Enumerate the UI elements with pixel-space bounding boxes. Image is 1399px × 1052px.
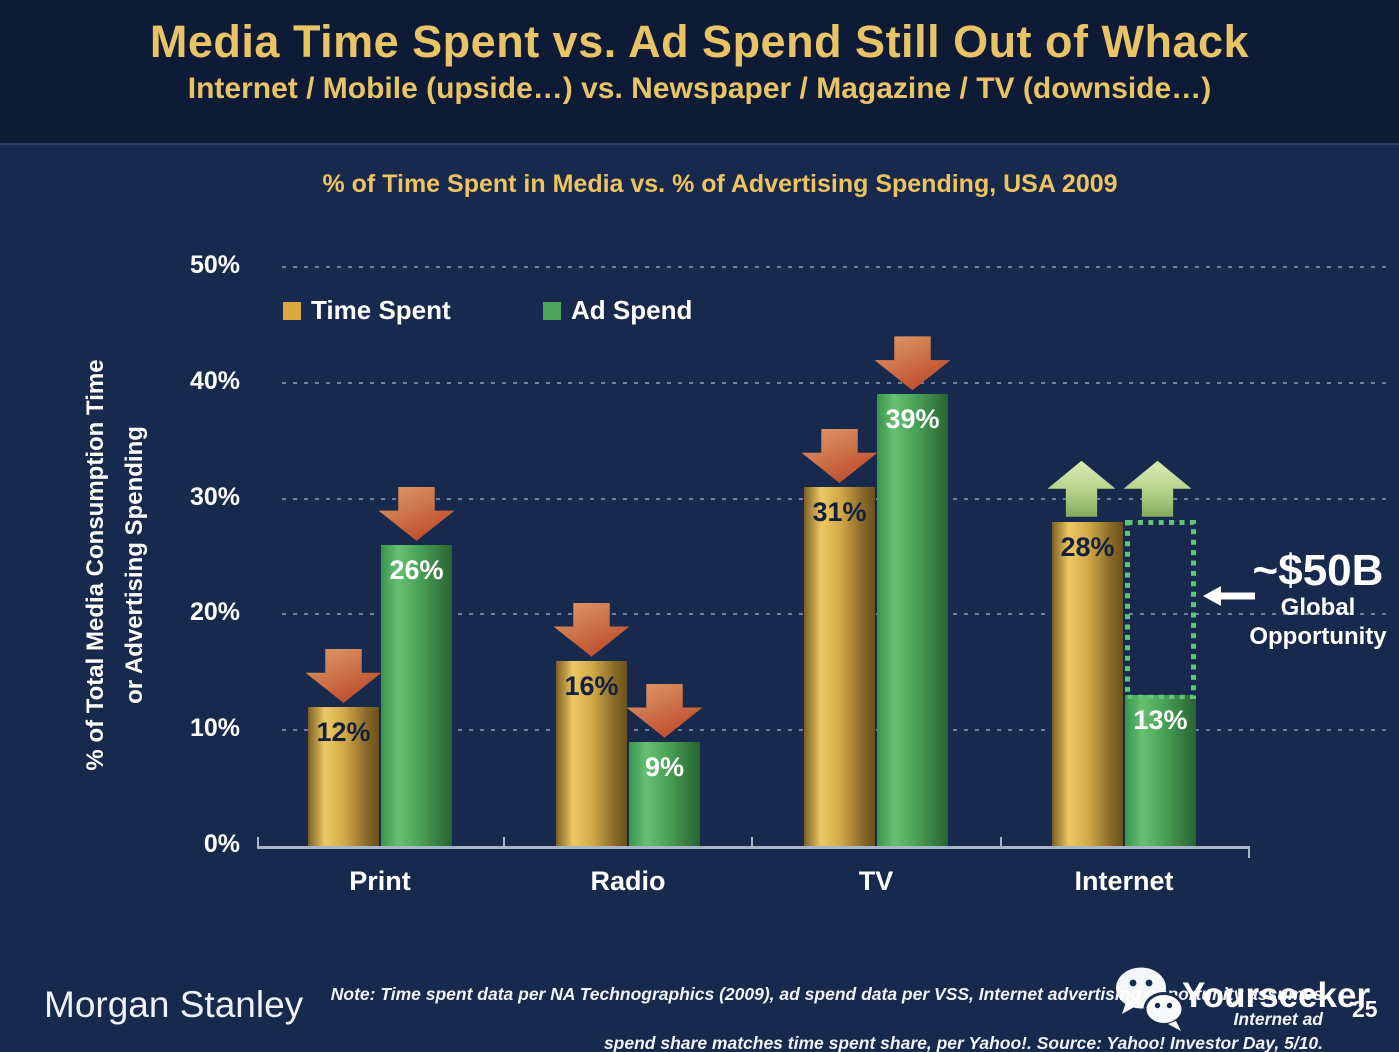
down-arrow-icon xyxy=(378,486,455,541)
bar-value-label: 26% xyxy=(389,554,444,585)
bar-print-time-spent: 12% xyxy=(308,707,379,848)
axis-tick xyxy=(1000,837,1002,846)
up-arrow-icon xyxy=(1123,460,1192,517)
source-note: Note: Time spent data per NA Technograph… xyxy=(323,982,1323,1052)
category-label-tv: TV xyxy=(858,866,894,896)
axis-tick xyxy=(1248,849,1250,858)
ad-spend-swatch-icon xyxy=(543,301,561,320)
wechat-icon xyxy=(1116,967,1185,1031)
bar-internet-ad-spend: 13% xyxy=(1125,695,1196,848)
opportunity-dotted-rect xyxy=(1125,519,1196,700)
bar-value-label: 16% xyxy=(564,670,619,701)
legend-item-ad-spend: Ad Spend xyxy=(543,295,692,326)
axis-tick xyxy=(751,837,753,846)
bar-value-label: 12% xyxy=(316,717,371,748)
bar-value-label: 28% xyxy=(1060,531,1115,562)
watermark-text: Yourseeker xyxy=(1182,976,1371,1015)
down-arrow-icon xyxy=(553,602,630,657)
y-tick-label-10: 10% xyxy=(189,714,240,743)
gridline-40 xyxy=(282,381,1392,384)
bar-radio-time-spent: 16% xyxy=(556,660,627,848)
bar-value-label: 39% xyxy=(885,404,940,435)
source-note-line2: spend share matches time spent share, pe… xyxy=(603,1033,1323,1052)
legend-label-time-spent: Time Spent xyxy=(311,295,451,325)
bar-print-ad-spend: 26% xyxy=(381,544,452,848)
y-tick-label-40: 40% xyxy=(189,366,240,395)
y-tick-label-20: 20% xyxy=(189,598,240,627)
watermark: Yourseeker xyxy=(1112,966,1370,1036)
x-axis-line xyxy=(257,846,1250,849)
bar-tv-ad-spend: 39% xyxy=(877,394,948,848)
bar-value-label: 13% xyxy=(1133,705,1188,736)
y-tick-label-50: 50% xyxy=(189,251,240,279)
gridline-50 xyxy=(282,266,1392,268)
category-label-internet: Internet xyxy=(1074,866,1174,896)
axis-tick xyxy=(257,837,259,846)
chart-title: % of Time Spent in Media vs. % of Advert… xyxy=(322,170,1118,198)
morgan-stanley-logo: Morgan Stanley xyxy=(44,984,304,1025)
time-spent-swatch-icon xyxy=(283,301,301,320)
legend-item-time-spent: Time Spent xyxy=(283,295,451,326)
slide-title: Media Time Spent vs. Ad Spend Still Out … xyxy=(149,16,1250,67)
bar-value-label: 31% xyxy=(812,497,867,528)
down-arrow-icon xyxy=(305,649,382,704)
source-note-line1: Note: Time spent data per NA Technograph… xyxy=(330,984,1323,1029)
y-axis-label-line1: % of Total Media Consumption Time xyxy=(82,359,109,771)
category-label-radio: Radio xyxy=(590,866,666,896)
down-arrow-icon xyxy=(801,429,878,484)
y-tick-label-0: 0% xyxy=(203,830,240,858)
bar-internet-time-spent: 28% xyxy=(1052,521,1123,848)
bar-value-label: 9% xyxy=(644,751,685,782)
opportunity-value: ~$50B xyxy=(1252,546,1384,595)
category-label-print: Print xyxy=(349,866,411,896)
y-tick-label-30: 30% xyxy=(189,482,240,511)
legend-label-ad-spend: Ad Spend xyxy=(571,295,693,325)
bar-tv-time-spent: 31% xyxy=(804,487,875,848)
up-arrow-icon xyxy=(1047,460,1116,517)
left-arrow-icon xyxy=(1203,586,1255,606)
slide-subtitle: Internet / Mobile (upside…) vs. Newspape… xyxy=(187,72,1212,105)
slide-header: Media Time Spent vs. Ad Spend Still Out … xyxy=(0,0,1399,145)
opportunity-label-line1: Global xyxy=(1280,594,1356,621)
axis-tick xyxy=(503,837,505,846)
bar-radio-ad-spend: 9% xyxy=(629,741,700,848)
page-number: 25 xyxy=(1352,996,1378,1022)
opportunity-label-line2: Opportunity xyxy=(1249,623,1387,650)
